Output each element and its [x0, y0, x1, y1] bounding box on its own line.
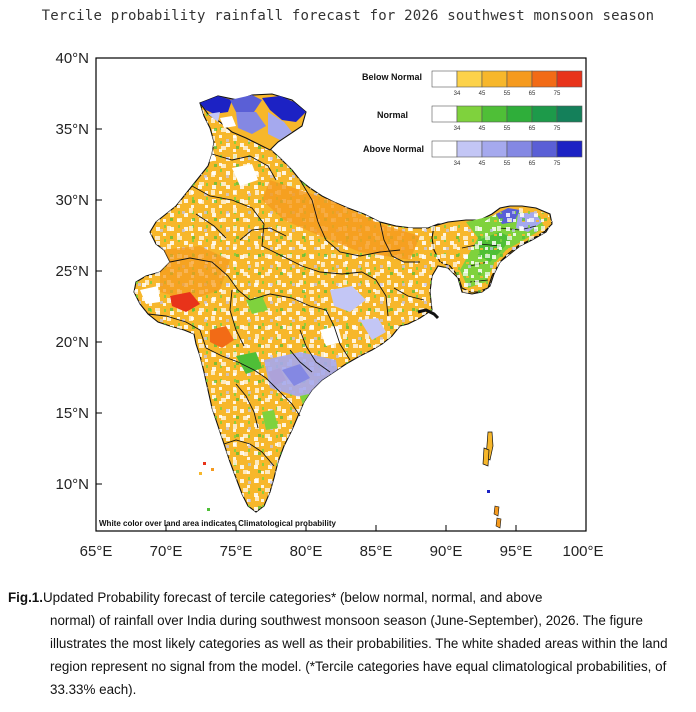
legend-tick-label: 55 — [504, 91, 511, 97]
state-borders — [147, 153, 425, 467]
legend-tick-label: 34 — [454, 91, 461, 97]
legend-swatch — [531, 105, 558, 123]
legend-tick-label: 65 — [529, 161, 536, 167]
legend-tick-label: 55 — [504, 126, 511, 132]
y-tick-label: 30°N — [55, 192, 89, 209]
figure-label: Fig.1. — [8, 590, 43, 605]
x-tick-label: 95°E — [500, 543, 533, 560]
legend-swatch — [456, 105, 483, 123]
x-tick-label: 70°E — [150, 543, 183, 560]
legend-swatch — [531, 70, 558, 88]
x-tick-label: 90°E — [430, 543, 463, 560]
legend-tick-label: 65 — [529, 126, 536, 132]
legend-tick-label: 75 — [554, 91, 561, 97]
legend-tick-label: 55 — [504, 161, 511, 167]
x-axis: 65°E 70°E 75°E 80°E 85°E 90°E 95°E 100°E — [80, 525, 604, 560]
y-tick-label: 20°N — [55, 334, 89, 351]
legend-tick-label: 34 — [454, 161, 461, 167]
legend: Below Normal 34 45 55 65 75 Normal 34 45 55 65 7… — [352, 65, 584, 177]
legend-swatch — [456, 70, 483, 88]
legend-swatch — [481, 140, 508, 158]
legend-tick-label: 45 — [479, 91, 486, 97]
caption-first-text: Updated Probability forecast of tercile … — [42, 590, 543, 605]
legend-tick-label: 45 — [479, 161, 486, 167]
legend-swatch — [531, 140, 558, 158]
legend-swatch — [456, 140, 483, 158]
caption-first-line: Fig.1.Updated Probability forecast of te… — [8, 586, 680, 609]
legend-swatch — [431, 140, 458, 158]
kashmir-region — [199, 93, 307, 151]
legend-tick-label: 65 — [529, 91, 536, 97]
legend-bar-normal: 34 45 55 65 75 — [431, 105, 583, 132]
legend-bar-above-normal: 34 45 55 65 75 — [431, 140, 583, 167]
legend-swatch — [481, 105, 508, 123]
x-tick-label: 75°E — [220, 543, 253, 560]
legend-swatch — [431, 70, 458, 88]
legend-swatch — [556, 105, 583, 123]
x-tick-label: 85°E — [360, 543, 393, 560]
legend-swatch — [481, 70, 508, 88]
climatology-note: White color over land area indicates Cli… — [99, 519, 336, 528]
legend-tick-label: 45 — [479, 126, 486, 132]
legend-swatch — [506, 105, 533, 123]
caption-body: normal) of rainfall over India during so… — [50, 613, 668, 697]
x-tick-label: 65°E — [80, 543, 113, 560]
x-tick-label: 80°E — [290, 543, 323, 560]
y-axis: 40°N 35°N 30°N 25°N 20°N 15°N 10°N — [55, 50, 102, 493]
legend-tick-label: 75 — [554, 161, 561, 167]
legend-tick-label: 75 — [554, 126, 561, 132]
y-tick-label: 25°N — [55, 263, 89, 280]
map-title: Tercile probability rainfall forecast fo… — [41, 8, 655, 24]
legend-tick-label: 34 — [454, 126, 461, 132]
legend-swatch — [506, 70, 533, 88]
y-tick-label: 35°N — [55, 121, 89, 138]
y-tick-label: 15°N — [55, 405, 89, 422]
y-tick-label: 10°N — [55, 476, 89, 493]
y-tick-label: 40°N — [55, 50, 89, 67]
islands — [199, 431, 502, 529]
legend-swatch — [556, 140, 583, 158]
legend-swatch — [506, 140, 533, 158]
legend-bar-below-normal: 34 45 55 65 75 — [431, 70, 583, 97]
legend-swatch — [431, 105, 458, 123]
legend-title-above-normal: Above Normal — [363, 144, 424, 154]
legend-title-below-normal: Below Normal — [362, 72, 422, 82]
legend-swatch — [556, 70, 583, 88]
legend-title-normal: Normal — [377, 110, 408, 120]
figure-caption: Fig.1.Updated Probability forecast of te… — [8, 586, 680, 701]
x-tick-label: 100°E — [562, 543, 603, 560]
